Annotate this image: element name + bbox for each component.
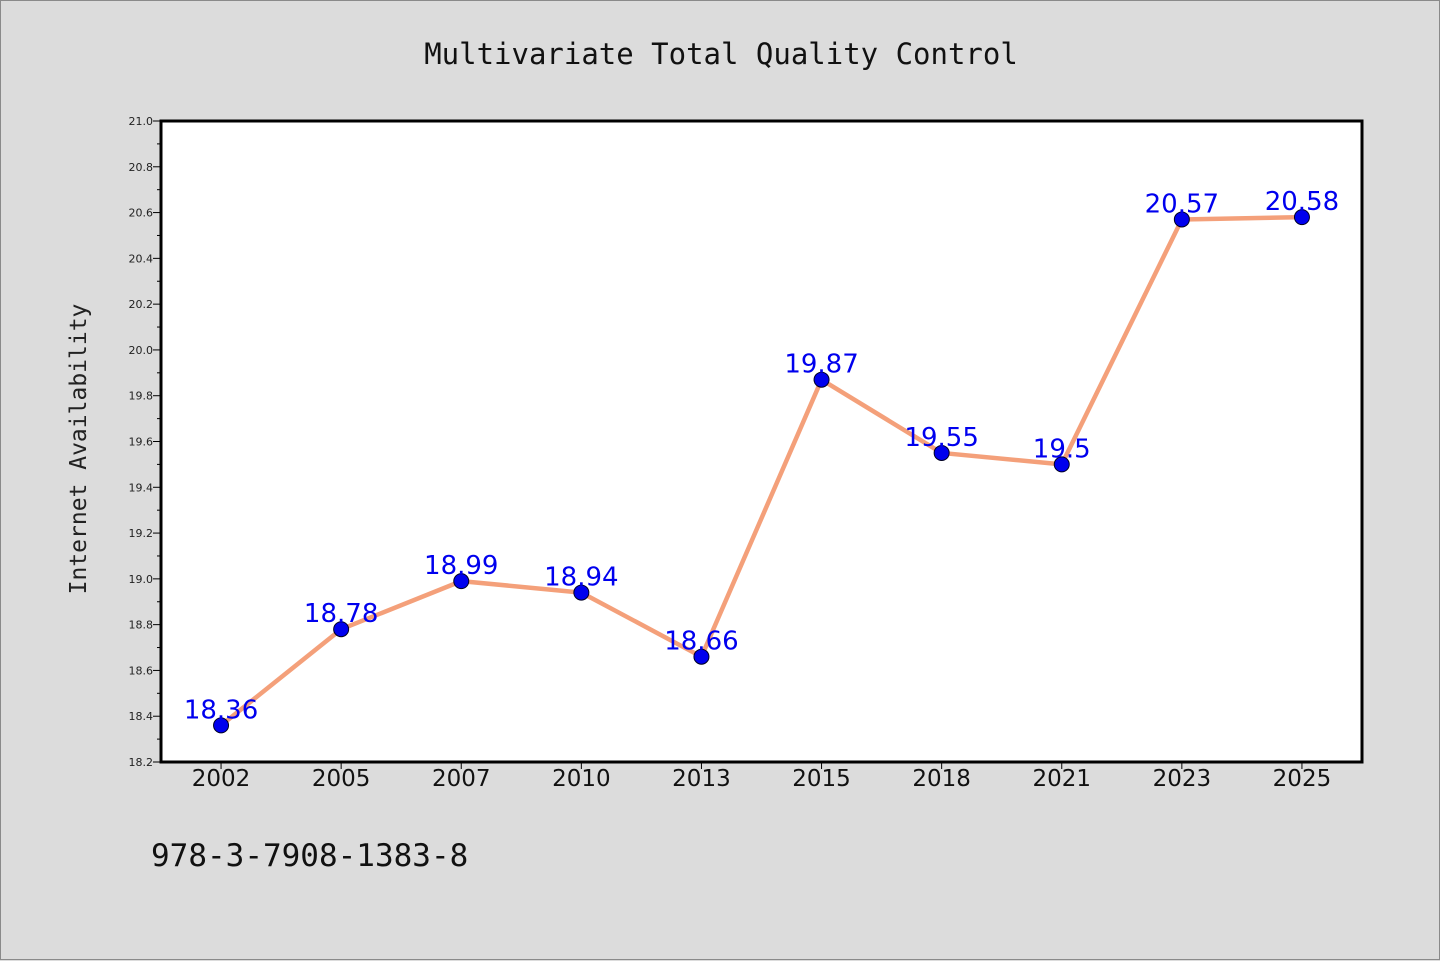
y-axis-label: Internet Availability <box>66 304 92 595</box>
series-line <box>218 214 1305 728</box>
y-tick-label: 18.6 <box>129 664 154 677</box>
y-tick-label: 20.8 <box>129 161 154 174</box>
y-tick-label: 19.2 <box>129 527 154 540</box>
data-label: 18.78 <box>304 599 378 629</box>
x-tick-label: 2015 <box>792 766 851 792</box>
y-tick-label: 18.8 <box>129 619 154 632</box>
x-tick-label: 2013 <box>672 766 731 792</box>
data-point <box>333 621 350 638</box>
y-tick-label: 18.4 <box>129 710 154 723</box>
data-label: 18.66 <box>664 627 738 657</box>
data-point <box>1173 211 1190 228</box>
y-tick-label: 18.2 <box>129 756 154 769</box>
y-tick-label: 20.2 <box>129 298 154 311</box>
x-tick-label: 2021 <box>1032 766 1091 792</box>
data-point <box>1053 456 1070 473</box>
data-point <box>453 573 470 590</box>
chart-title: Multivariate Total Quality Control <box>424 37 1018 71</box>
x-tick-label: 2005 <box>312 766 371 792</box>
x-tick-label: 2025 <box>1273 766 1332 792</box>
data-label: 20.58 <box>1265 187 1339 217</box>
y-tick-label: 20.6 <box>129 207 154 220</box>
data-point <box>693 648 710 665</box>
x-tick-label: 2002 <box>192 766 251 792</box>
data-point <box>1293 209 1310 226</box>
y-tick-label: 20.0 <box>129 344 154 357</box>
data-labels: 18.36 18.78 18.99 18.94 18.66 19.87 19.55 19.5 2… <box>184 187 1339 725</box>
y-tick-label: 21.0 <box>129 115 154 128</box>
data-label: 18.94 <box>544 563 618 593</box>
series-group <box>213 209 1310 734</box>
data-point <box>573 584 590 601</box>
x-tick-label: 2007 <box>432 766 491 792</box>
data-label: 18.99 <box>424 551 498 581</box>
y-axis-ticks: 18.2 18.4 18.6 18.8 19.0 19.2 19.4 19.6 19.8 20.0… <box>129 115 161 769</box>
x-tick-label: 2018 <box>912 766 971 792</box>
isbn-footer: 978-3-7908-1383-8 <box>151 838 468 874</box>
x-axis-ticks: 2002 2005 2007 2010 2013 2015 2018 2021 2023 2025 <box>192 762 1331 792</box>
x-tick-label: 2023 <box>1153 766 1212 792</box>
x-tick-label: 2010 <box>552 766 611 792</box>
y-tick-label: 19.8 <box>129 390 154 403</box>
plot-area <box>159 119 1364 764</box>
data-label: 19.87 <box>784 350 858 380</box>
data-point <box>213 717 230 734</box>
data-point <box>933 444 950 461</box>
data-point <box>813 371 830 388</box>
y-tick-label: 20.4 <box>129 252 154 265</box>
y-tick-label: 19.0 <box>129 573 154 586</box>
data-label: 18.36 <box>184 695 258 725</box>
y-tick-label: 19.6 <box>129 436 154 449</box>
y-tick-label: 19.4 <box>129 481 154 494</box>
data-label: 19.55 <box>904 423 978 453</box>
data-label: 19.5 <box>1033 434 1091 464</box>
data-label: 20.57 <box>1145 189 1219 219</box>
